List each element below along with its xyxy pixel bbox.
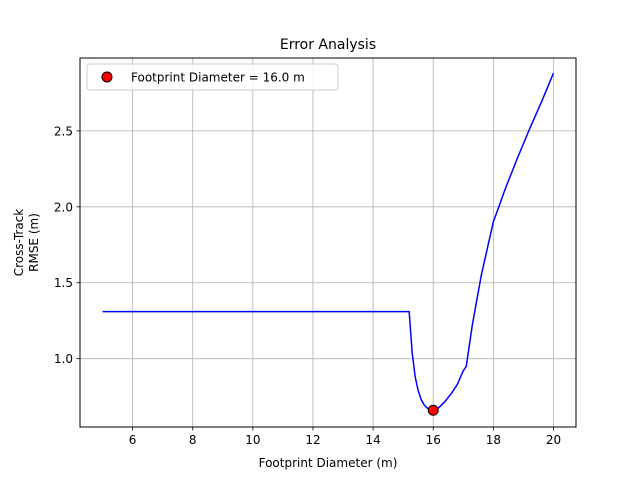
x-tick-label: 20: [546, 433, 561, 447]
x-tick-label: 6: [129, 433, 137, 447]
y-ticks: 1.0 1.5 2.0 2.5: [54, 124, 80, 366]
y-tick-label: 2.5: [54, 124, 73, 138]
marker-point: [427, 404, 439, 416]
y-axis-label-line-1: Cross-Track: [12, 209, 26, 277]
x-tick-label: 14: [365, 433, 380, 447]
x-axis-label: Footprint Diameter (m): [259, 456, 398, 470]
x-tick-label: 10: [245, 433, 260, 447]
legend-marker-icon: [101, 71, 113, 83]
y-axis-label-line-2: RMSE (m): [27, 213, 41, 272]
plot-frame: [79, 57, 577, 428]
legend-box: [86, 63, 339, 91]
x-ticks: 6 8 10 12 14 16 18 20: [129, 427, 561, 447]
chart-title: Error Analysis: [280, 37, 376, 53]
y-axis-label: Cross-Track RMSE (m): [12, 209, 41, 277]
y-tick-label: 1.5: [54, 276, 73, 290]
legend-label: Footprint Diameter = 16.0 m: [131, 71, 305, 85]
x-tick-label: 18: [486, 433, 501, 447]
y-tick-label: 2.0: [54, 200, 73, 214]
x-tick-label: 16: [426, 433, 441, 447]
y-tick-label: 1.0: [54, 352, 73, 366]
grid: [80, 58, 576, 427]
x-tick-label: 12: [305, 433, 320, 447]
x-tick-label: 8: [189, 433, 197, 447]
legend: Footprint Diameter = 16.0 m: [86, 63, 339, 91]
